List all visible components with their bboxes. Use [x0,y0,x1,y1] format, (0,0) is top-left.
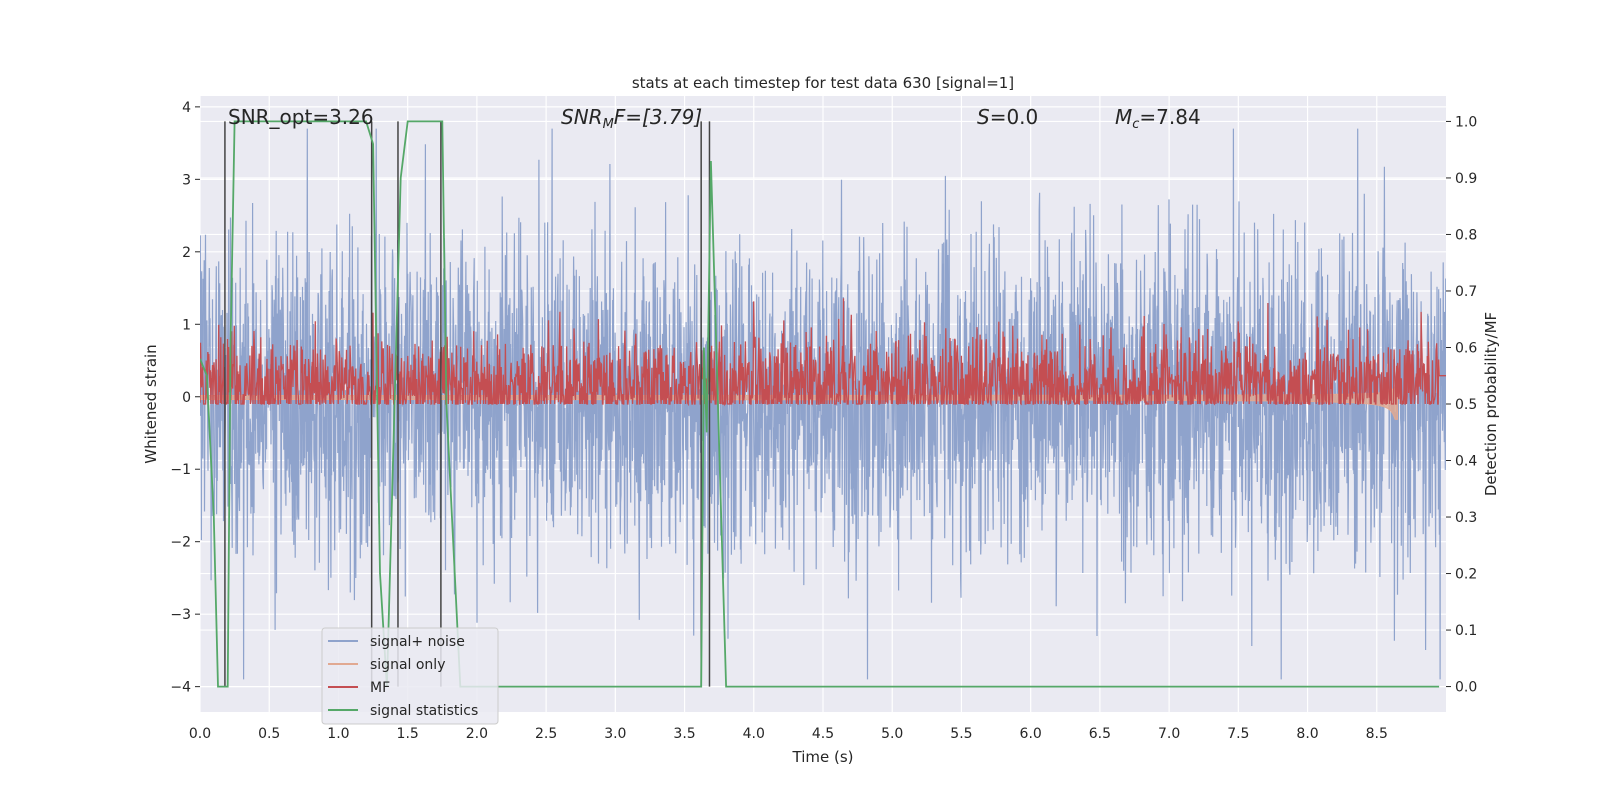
x-tick-label: 1.0 [327,726,349,742]
annotation-snr-mf-sub: M [603,117,614,132]
y-tick-label: 3 [182,172,191,188]
annotation-s-italic: S [977,105,990,129]
x-tick-label: 8.5 [1366,726,1388,742]
annotation-snr-opt: SNR_opt=3.26 [228,105,374,129]
y2-tick-label: 0.6 [1455,340,1477,356]
y2-tick-label: 0.0 [1455,680,1477,696]
y2-tick-label: 0.8 [1455,227,1477,243]
legend-box [321,627,499,725]
series-mf-line [200,298,1446,407]
x-tick-label: 6.0 [1020,726,1042,742]
annotation-s: S=0.0 [977,105,1038,129]
x-tick-label: 4.5 [812,726,834,742]
legend-label-mf: MF [370,680,390,696]
x-axis-ticks: 0.0 0.5 1.0 1.5 2.0 2.5 3.0 3.5 4.0 4.5 5.0 5.5 6.0 6… [189,726,1388,742]
x-axis-label: Time (s) [792,748,854,766]
x-tick-label: 5.5 [950,726,972,742]
chart-title: stats at each timestep for test data 630… [632,74,1014,92]
y2-tick-label: 0.4 [1455,454,1477,470]
x-tick-label: 6.5 [1089,726,1111,742]
y2-tick-label: 1.0 [1455,114,1477,130]
y2-tick-label: 0.9 [1455,171,1477,187]
y2-tick-label: 0.1 [1455,623,1477,639]
y-axis-label: Whitened strain [142,344,160,463]
x-tick-label: 5.0 [881,726,903,742]
x-tick-label: 4.0 [743,726,765,742]
y2-axis-label: Detection probability/MF [1482,312,1500,496]
annotation-s-rest: =0.0 [990,105,1039,129]
y-axis-ticks: 4 3 2 1 0 −1 −2 −3 −4 [170,100,200,696]
y-tick-label: −1 [170,462,191,478]
x-tick-label: 3.5 [673,726,695,742]
y2-tick-label: 0.2 [1455,567,1477,583]
x-tick-label: 2.0 [466,726,488,742]
x-tick-label: 2.5 [535,726,557,742]
x-tick-label: 3.0 [604,726,626,742]
annotation-snr-mf: SNRMF=[3.79] [561,105,702,132]
annotation-mc-sub: c [1132,117,1139,132]
legend-label-signal-statistics: signal statistics [370,703,478,719]
x-tick-label: 0.5 [258,726,280,742]
y2-axis-ticks: 1.0 0.9 0.8 0.7 0.6 0.5 0.4 0.3 0.2 0.1 0.0 [1446,114,1477,696]
legend: signal+ noise signal only MF signal stat… [321,627,499,725]
x-tick-label: 1.5 [397,726,419,742]
x-tick-label: 8.0 [1296,726,1318,742]
y-tick-label: 1 [182,317,191,333]
y2-tick-label: 0.5 [1455,397,1477,413]
y-tick-label: −3 [170,607,191,623]
legend-label-signal-noise: signal+ noise [370,634,465,650]
y2-tick-label: 0.3 [1455,510,1477,526]
y-tick-label: −4 [170,680,191,696]
x-tick-label: 7.0 [1158,726,1180,742]
annotation-mc-base: M [1115,105,1132,129]
annotation-snr-mf-rest: F=[3.79] [614,105,702,129]
y-tick-label: 4 [182,100,191,116]
series-signal-statistics-line [200,120,1440,688]
series-signal-noise-line [200,128,1446,680]
y-tick-label: 2 [182,245,191,261]
y-tick-label: −2 [170,535,191,551]
legend-label-signal-only: signal only [370,657,445,673]
x-tick-label: 0.0 [189,726,211,742]
annotation-snr-mf-base: SNR [561,105,603,129]
x-tick-label: 7.5 [1227,726,1249,742]
y-tick-label: 0 [182,390,191,406]
annotation-mc-rest: =7.84 [1139,105,1200,129]
y2-tick-label: 0.7 [1455,284,1477,300]
series-signal-only-area [200,386,1398,420]
annotation-mc: Mc=7.84 [1115,105,1201,132]
